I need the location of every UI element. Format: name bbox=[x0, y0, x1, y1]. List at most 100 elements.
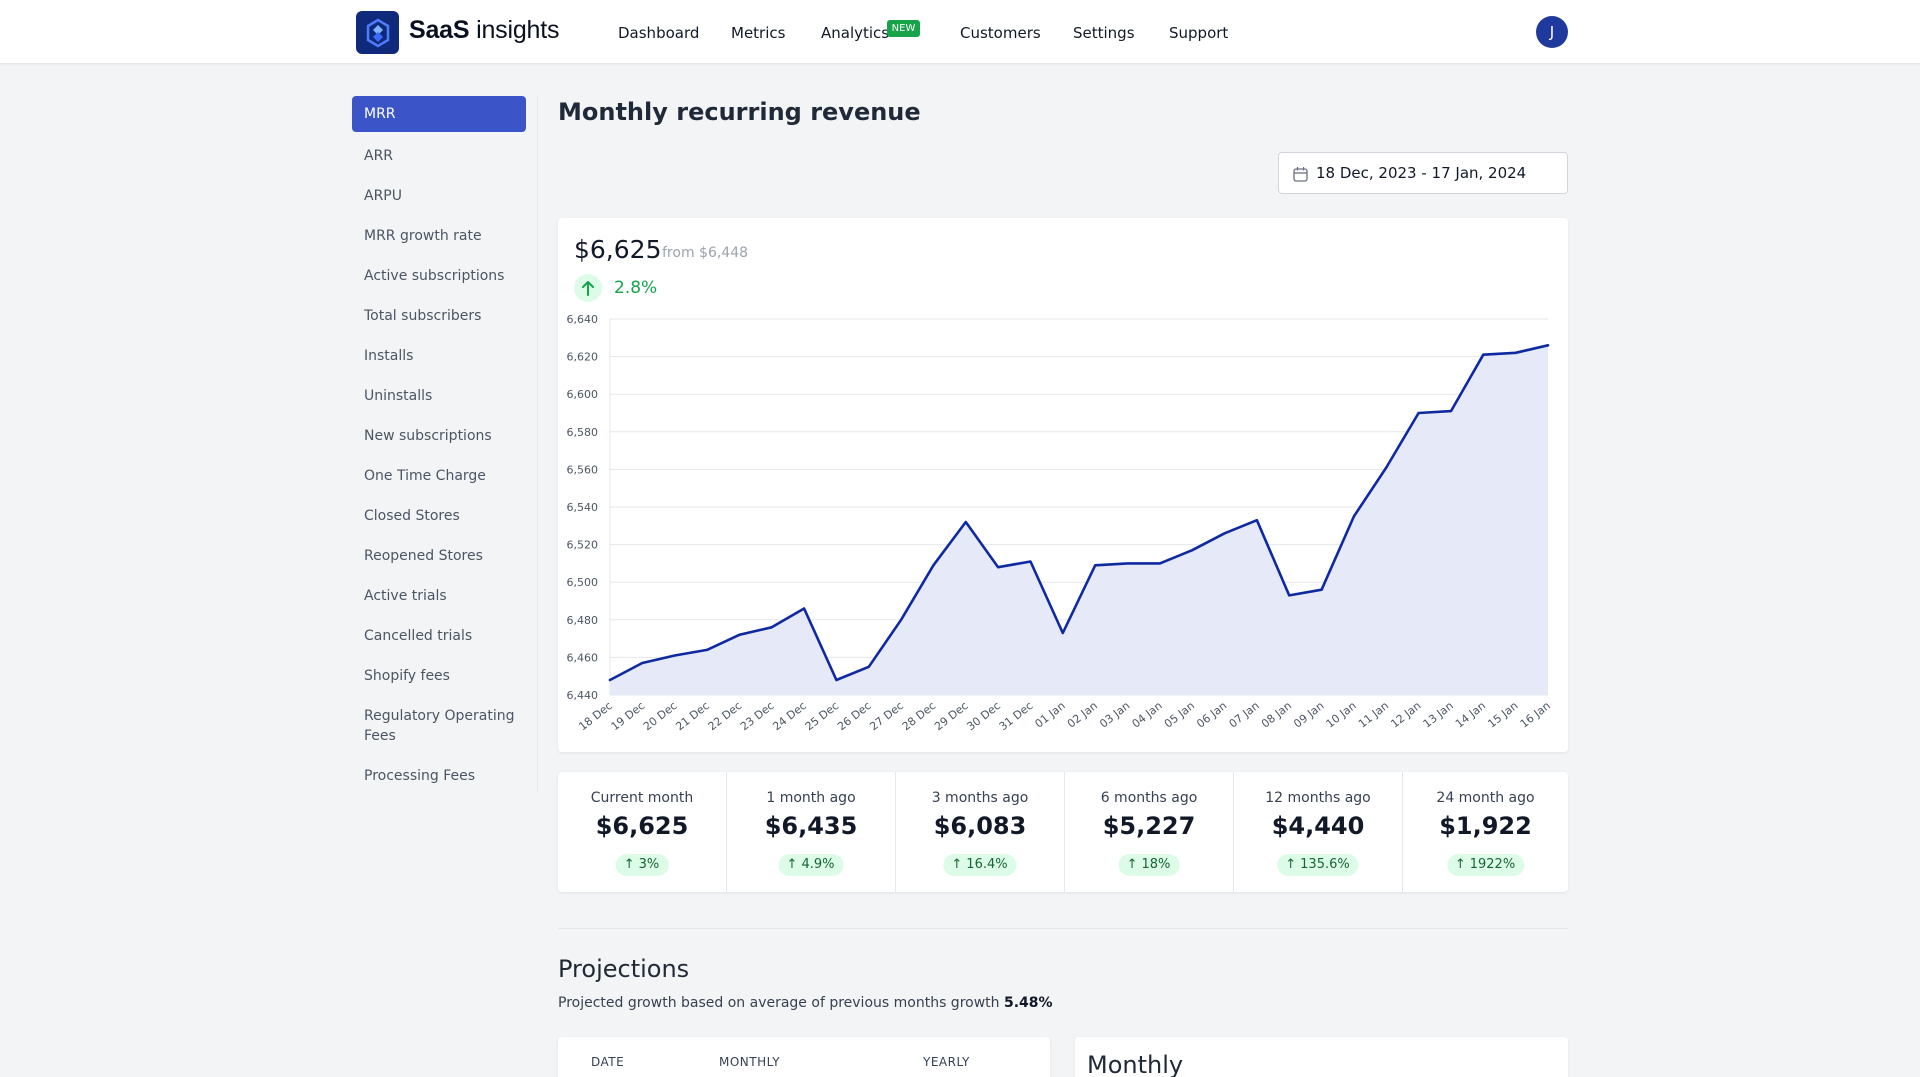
x-tick-label: 01 Jan bbox=[1033, 699, 1068, 730]
arrow-up-icon: ↑ bbox=[786, 857, 798, 872]
x-tick-label: 10 Jan bbox=[1324, 699, 1359, 730]
monthly-projection-card: Monthly bbox=[1075, 1037, 1568, 1077]
stat-value: $6,625 bbox=[595, 812, 689, 840]
x-tick-label: 25 Dec bbox=[803, 699, 842, 733]
stat-value: $1,922 bbox=[1439, 812, 1532, 840]
mrr-history-stats: Current month $6,625 ↑ 3% 1 month ago $6,… bbox=[558, 772, 1568, 892]
x-tick-label: 23 Dec bbox=[738, 699, 777, 733]
x-tick-label: 31 Dec bbox=[997, 699, 1036, 733]
nav-metrics[interactable]: Metrics bbox=[731, 24, 786, 42]
y-tick-label: 6,560 bbox=[567, 463, 599, 476]
sidebar-item-regulatory-operating-fees[interactable]: Regulatory Operating Fees bbox=[364, 708, 515, 744]
sidebar-item-processing-fees[interactable]: Processing Fees bbox=[364, 768, 476, 784]
section-divider bbox=[558, 928, 1568, 929]
sidebar-item-reopened-stores[interactable]: Reopened Stores bbox=[364, 548, 483, 564]
saas-insights-logo-icon[interactable] bbox=[356, 11, 399, 54]
projections-subtitle-text: Projected growth based on average of pre… bbox=[558, 995, 1000, 1011]
x-tick-label: 24 Dec bbox=[770, 699, 809, 733]
x-tick-label: 02 Jan bbox=[1065, 699, 1100, 730]
stat-change: 135.6% bbox=[1300, 857, 1350, 872]
x-tick-label: 09 Jan bbox=[1291, 699, 1326, 730]
stat-label: 1 month ago bbox=[766, 790, 856, 806]
mrr-line-chart: 6,440 6,460 6,480 6,500 6,520 6,540 6,560 6,580… bbox=[567, 313, 1553, 733]
x-tick-label: 18 Dec bbox=[576, 699, 615, 733]
stat-label: 3 months ago bbox=[931, 790, 1029, 806]
stat-24-months-ago: 24 month ago $1,922 ↑ 1922% bbox=[1403, 772, 1568, 892]
arrow-up-icon: ↑ bbox=[1126, 857, 1138, 872]
x-tick-label: 26 Dec bbox=[835, 699, 874, 733]
arrow-up-icon: ↑ bbox=[1285, 857, 1297, 872]
stat-change: 1922% bbox=[1469, 857, 1516, 872]
x-tick-label: 08 Jan bbox=[1259, 699, 1294, 730]
x-tick-label: 29 Dec bbox=[932, 699, 971, 733]
stat-change-badge: ↑ 3% bbox=[615, 854, 669, 876]
sidebar-item-installs[interactable]: Installs bbox=[364, 348, 414, 364]
mrr-series-line bbox=[608, 344, 1550, 682]
brand-rest: insights bbox=[476, 16, 560, 44]
x-tick-label: 13 Jan bbox=[1421, 699, 1456, 730]
stat-6-months-ago: 6 months ago $5,227 ↑ 18% bbox=[1065, 772, 1234, 892]
x-tick-label: 04 Jan bbox=[1130, 699, 1165, 730]
stat-change-badge: ↑ 135.6% bbox=[1277, 854, 1359, 876]
stat-label: Current month bbox=[590, 790, 694, 806]
y-tick-label: 6,580 bbox=[567, 426, 599, 439]
stat-3-months-ago: 3 months ago $6,083 ↑ 16.4% bbox=[896, 772, 1065, 892]
y-tick-label: 6,460 bbox=[567, 651, 599, 664]
sidebar-item-shopify-fees[interactable]: Shopify fees bbox=[364, 668, 450, 684]
stat-1-month-ago: 1 month ago $6,435 ↑ 4.9% bbox=[727, 772, 896, 892]
arrow-up-icon bbox=[574, 274, 602, 302]
y-tick-label: 6,620 bbox=[567, 351, 599, 364]
arrow-up-icon: ↑ bbox=[1454, 857, 1466, 872]
date-range-picker[interactable]: 18 Dec, 2023 - 17 Jan, 2024 bbox=[1278, 152, 1568, 194]
x-tick-label: 14 Jan bbox=[1453, 699, 1488, 730]
sidebar-item-total-subscribers[interactable]: Total subscribers bbox=[364, 308, 482, 324]
sidebar-item-arr[interactable]: ARR bbox=[364, 148, 394, 164]
top-navigation-bar: SaaS insights Dashboard Metrics Analytic… bbox=[0, 0, 1920, 64]
date-range-value: 18 Dec, 2023 - 17 Jan, 2024 bbox=[1316, 164, 1527, 182]
x-tick-label: 20 Dec bbox=[641, 699, 680, 733]
nav-customers[interactable]: Customers bbox=[960, 24, 1041, 42]
sidebar-item-active-trials[interactable]: Active trials bbox=[364, 588, 447, 604]
y-tick-label: 6,600 bbox=[567, 388, 599, 401]
brand-name[interactable]: SaaS insights bbox=[409, 16, 559, 45]
mrr-chart-card: $6,625 from $6,448 2.8% 6,440 6,460 6,480 6… bbox=[558, 218, 1568, 752]
x-tick-label: 03 Jan bbox=[1097, 699, 1132, 730]
y-tick-label: 6,540 bbox=[567, 501, 599, 514]
sidebar-item-active-subscriptions[interactable]: Active subscriptions bbox=[364, 268, 505, 284]
y-tick-label: 6,520 bbox=[567, 539, 599, 552]
x-tick-label: 30 Dec bbox=[964, 699, 1003, 733]
x-tick-label: 07 Jan bbox=[1227, 699, 1262, 730]
user-avatar[interactable]: J bbox=[1536, 16, 1568, 48]
projections-growth-rate: 5.48% bbox=[1003, 995, 1053, 1011]
mrr-previous-value: from $6,448 bbox=[662, 245, 749, 261]
sidebar-item-one-time-charge[interactable]: One Time Charge bbox=[364, 468, 486, 484]
nav-support[interactable]: Support bbox=[1169, 24, 1229, 42]
nav-analytics[interactable]: Analytics bbox=[821, 24, 890, 42]
stat-value: $6,083 bbox=[933, 812, 1027, 840]
x-tick-label: 12 Jan bbox=[1388, 699, 1423, 730]
nav-dashboard[interactable]: Dashboard bbox=[618, 24, 700, 42]
calendar-icon bbox=[1293, 167, 1308, 182]
projections-subtitle: Projected growth based on average of pre… bbox=[558, 995, 1053, 1011]
sidebar-item-arpu[interactable]: ARPU bbox=[364, 188, 402, 204]
sidebar-item-cancelled-trials[interactable]: Cancelled trials bbox=[364, 628, 473, 644]
stat-label: 6 months ago bbox=[1100, 790, 1198, 806]
x-tick-label: 28 Dec bbox=[900, 699, 939, 733]
sidebar-item-uninstalls[interactable]: Uninstalls bbox=[364, 388, 433, 404]
x-tick-label: 27 Dec bbox=[867, 699, 906, 733]
page-title: Monthly recurring revenue bbox=[558, 98, 921, 126]
table-header-date: DATE bbox=[591, 1055, 625, 1069]
stat-label: 24 month ago bbox=[1436, 790, 1535, 806]
y-tick-label: 6,500 bbox=[567, 576, 599, 589]
sidebar-item-mrr-growth-rate[interactable]: MRR growth rate bbox=[364, 228, 482, 244]
stat-change-badge: ↑ 1922% bbox=[1446, 854, 1525, 876]
stat-change: 16.4% bbox=[966, 857, 1008, 872]
sidebar-item-closed-stores[interactable]: Closed Stores bbox=[364, 508, 460, 524]
x-tick-label: 06 Jan bbox=[1194, 699, 1229, 730]
stat-value: $4,440 bbox=[1271, 812, 1365, 840]
x-tick-label: 15 Jan bbox=[1485, 699, 1520, 730]
x-tick-label: 19 Dec bbox=[609, 699, 648, 733]
nav-settings[interactable]: Settings bbox=[1073, 24, 1135, 42]
sidebar-item-mrr[interactable]: MRR bbox=[352, 96, 526, 132]
sidebar-item-new-subscriptions[interactable]: New subscriptions bbox=[364, 428, 492, 444]
